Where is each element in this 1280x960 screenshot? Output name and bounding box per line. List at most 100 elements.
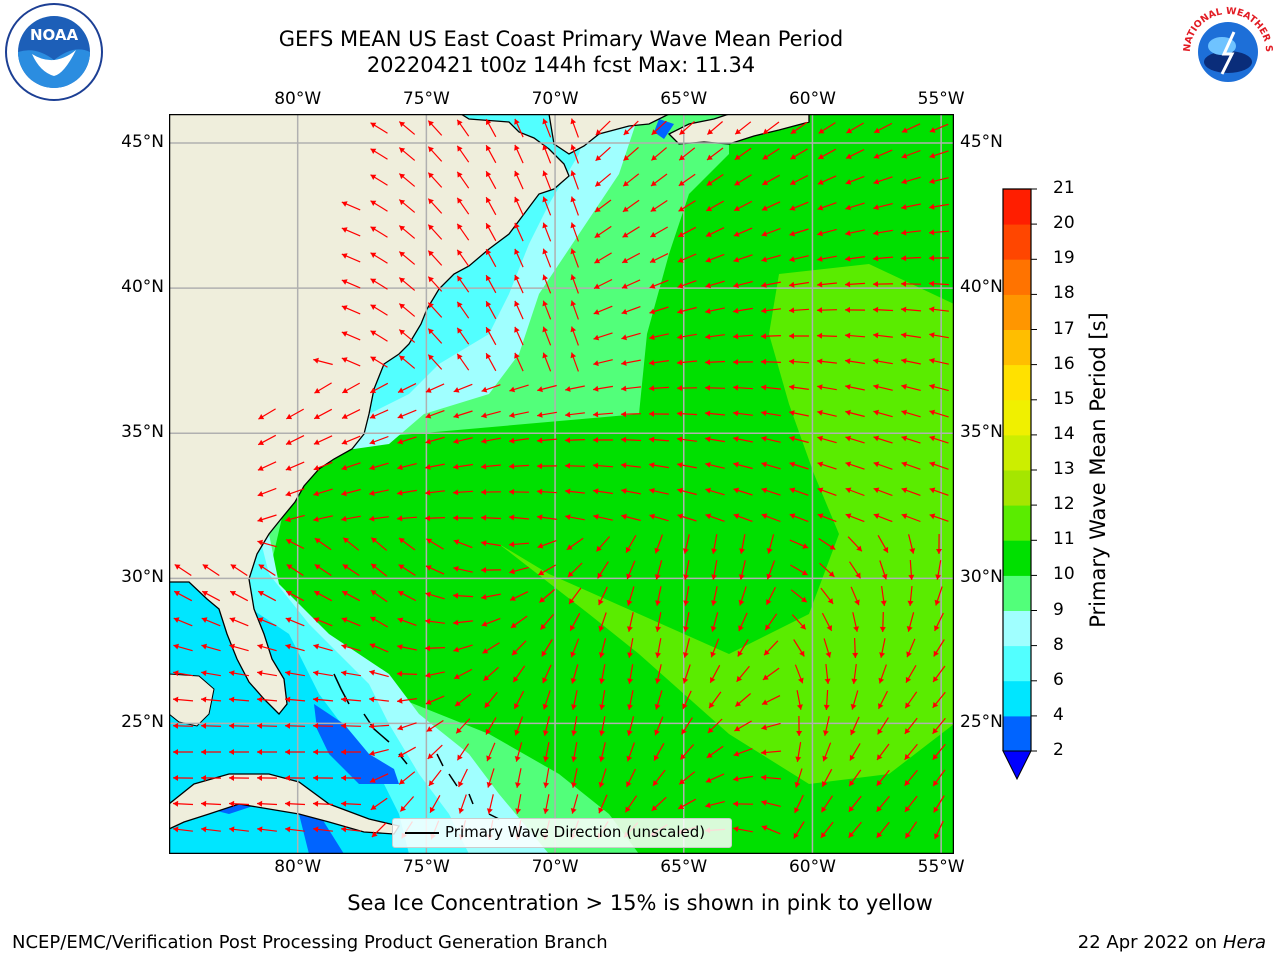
wave-direction-arrow — [201, 826, 221, 833]
wave-direction-arrow — [621, 359, 641, 366]
wave-direction-arrow — [593, 278, 613, 290]
wave-direction-arrow — [543, 768, 550, 788]
wave-direction-arrow — [845, 435, 865, 444]
wave-direction-arrow — [314, 537, 332, 551]
wave-direction-arrow — [456, 327, 470, 345]
wave-direction-arrow — [901, 487, 921, 496]
wave-direction-arrow — [621, 252, 641, 264]
wave-direction-arrow — [425, 463, 445, 470]
colorbar-tick-label: 10 — [1053, 564, 1075, 585]
wave-direction-arrow — [480, 567, 502, 573]
lon-label-bottom: 60°W — [788, 857, 836, 877]
wave-direction-arrow — [458, 794, 467, 814]
wave-direction-arrow — [508, 514, 530, 521]
wave-direction-arrow — [483, 666, 499, 682]
colorbar-tick-label: 4 — [1053, 704, 1064, 725]
wave-direction-arrow — [399, 796, 415, 812]
wave-direction-arrow — [796, 690, 803, 710]
chart-title: GEFS MEAN US East Coast Primary Wave Mea… — [0, 26, 1122, 78]
wave-direction-arrow — [818, 537, 836, 551]
wave-direction-arrow — [901, 461, 921, 470]
wave-direction-arrow — [706, 173, 724, 187]
wave-direction-arrow — [594, 173, 612, 187]
wave-direction-arrow — [622, 199, 640, 213]
wave-direction-arrow — [456, 223, 470, 241]
wave-direction-arrow — [929, 513, 949, 522]
colorbar-segment — [1003, 470, 1031, 506]
lon-label-bottom: 70°W — [531, 857, 579, 877]
wave-direction-arrow — [793, 639, 805, 657]
wave-direction-arrow — [844, 332, 866, 339]
wave-direction-arrow — [655, 612, 662, 632]
wave-direction-arrow — [312, 670, 334, 677]
wave-direction-arrow — [704, 384, 726, 391]
wave-direction-arrow — [848, 821, 862, 839]
colorbar — [1002, 188, 1037, 781]
wave-direction-arrow — [369, 696, 389, 703]
wave-direction-arrow — [704, 359, 726, 366]
wave-direction-arrow — [542, 326, 552, 346]
wave-direction-arrow — [341, 201, 361, 211]
wave-direction-arrow — [285, 749, 305, 755]
wave-direction-arrow — [570, 300, 579, 320]
wave-direction-arrow — [485, 222, 497, 242]
wave-direction-arrow — [621, 513, 641, 522]
wave-direction-arrow — [733, 200, 753, 212]
wave-direction-arrow — [760, 749, 782, 756]
wave-direction-arrow — [901, 409, 921, 418]
wave-direction-arrow — [565, 488, 585, 495]
wave-direction-arrow — [901, 229, 921, 236]
wave-direction-arrow — [932, 769, 946, 787]
wave-direction-arrow — [312, 722, 334, 729]
wave-direction-arrow — [173, 749, 193, 755]
wave-direction-arrow — [508, 463, 530, 470]
wave-direction-arrow — [369, 515, 389, 522]
wave-direction-arrow — [370, 537, 388, 551]
wave-direction-arrow — [598, 586, 608, 606]
wave-direction-arrow — [454, 693, 472, 707]
wave-direction-arrow — [761, 825, 781, 835]
wave-direction-arrow — [901, 123, 921, 133]
wave-direction-arrow — [511, 640, 527, 656]
wave-direction-arrow — [424, 645, 446, 652]
wave-direction-arrow — [732, 333, 754, 340]
wave-direction-arrow — [542, 222, 552, 242]
wave-direction-arrow — [732, 800, 754, 807]
wave-direction-arrow — [566, 537, 584, 551]
wave-direction-arrow — [789, 384, 809, 391]
wave-direction-arrow — [655, 664, 662, 684]
wave-direction-arrow — [565, 385, 585, 392]
wave-direction-arrow — [514, 326, 524, 346]
wave-direction-arrow — [879, 611, 886, 633]
wave-direction-arrow — [845, 384, 865, 391]
wave-direction-arrow — [705, 333, 725, 340]
lon-label-bottom: 80°W — [274, 857, 322, 877]
wave-direction-arrow — [536, 463, 558, 470]
wave-direction-arrow — [286, 408, 304, 420]
wave-direction-arrow — [844, 306, 866, 313]
wave-direction-arrow — [427, 198, 443, 214]
lat-label-left: 25°N — [121, 712, 164, 733]
wave-direction-arrow — [456, 275, 470, 293]
wave-direction-arrow — [734, 147, 752, 161]
wave-direction-arrow — [873, 487, 893, 497]
wave-direction-arrow — [901, 435, 921, 444]
period-band-11-12 — [499, 264, 954, 784]
wave-direction-arrow — [790, 148, 808, 160]
wave-direction-arrow — [817, 175, 837, 185]
wave-direction-arrow — [677, 253, 697, 263]
wave-direction-arrow — [593, 385, 613, 392]
wave-direction-arrow — [677, 306, 697, 315]
wave-direction-arrow — [397, 644, 417, 651]
wave-direction-arrow — [620, 411, 642, 418]
colorbar-segment — [1003, 680, 1031, 717]
wave-direction-arrow — [542, 118, 552, 138]
wave-direction-arrow — [370, 563, 388, 577]
wave-direction-arrow — [453, 463, 473, 470]
wave-direction-arrow — [592, 411, 614, 418]
lon-label-top: 55°W — [917, 89, 965, 109]
wave-direction-arrow — [795, 742, 802, 762]
wave-direction-arrow — [312, 696, 334, 703]
wave-direction-arrow — [760, 358, 782, 365]
wave-direction-arrow — [397, 409, 417, 419]
